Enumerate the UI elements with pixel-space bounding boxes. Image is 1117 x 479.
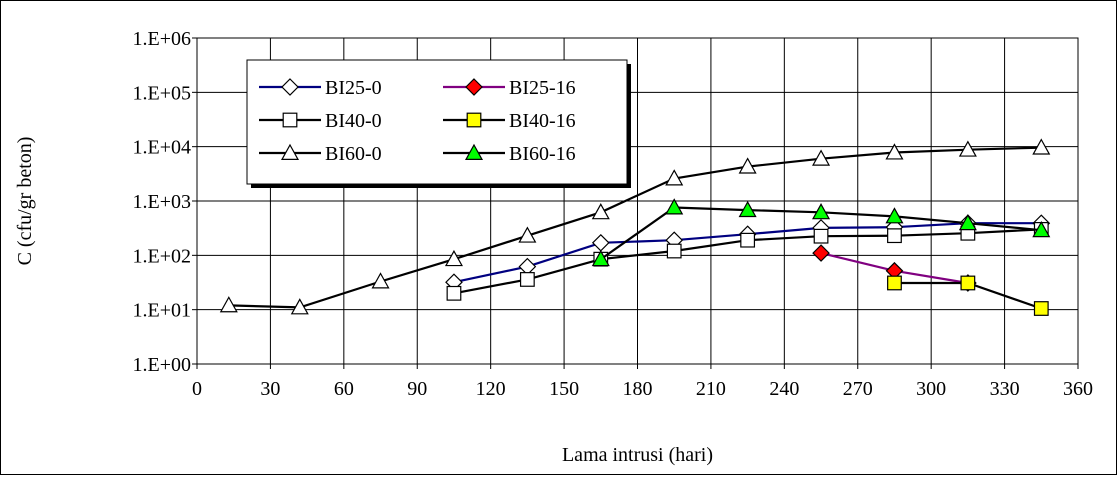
series-bi60-16 <box>591 198 1051 267</box>
legend-label: BI60-0 <box>325 143 382 165</box>
legend-marker <box>280 143 300 160</box>
x-tick-label: 150 <box>549 378 579 400</box>
legend-marker <box>466 112 482 128</box>
data-point <box>812 244 830 262</box>
x-tick-label: 210 <box>696 378 726 400</box>
legend-marker <box>465 78 483 96</box>
series-bi60-0 <box>219 138 1051 315</box>
legend-marker <box>282 112 298 128</box>
data-point <box>813 228 829 244</box>
data-point <box>958 140 977 157</box>
data-point <box>738 157 757 174</box>
x-tick-label: 0 <box>192 378 202 400</box>
y-tick-label: 1.E+05 <box>133 82 192 104</box>
legend-label: BI25-0 <box>325 77 382 99</box>
legend-label: BI25-16 <box>509 77 576 99</box>
x-tick-label: 180 <box>623 378 653 400</box>
x-tick-label: 30 <box>260 378 280 400</box>
data-point <box>885 207 904 224</box>
y-tick-label: 1.E+01 <box>133 300 192 322</box>
y-axis-ticks: 1.E+00 1.E+01 1.E+02 1.E+03 1.E+04 1.E+05 1.E+… <box>133 28 197 376</box>
y-tick-label: 1.E+02 <box>133 245 192 267</box>
data-point <box>812 149 831 166</box>
y-tick-label: 1.E+04 <box>133 137 192 159</box>
data-point <box>885 143 904 160</box>
x-tick-label: 60 <box>334 378 354 400</box>
data-point <box>887 228 902 244</box>
data-point <box>446 285 462 301</box>
x-tick-label: 360 <box>1063 378 1093 400</box>
data-point <box>591 203 610 220</box>
data-point <box>740 232 756 248</box>
x-tick-label: 270 <box>843 378 873 400</box>
data-point <box>591 249 610 267</box>
data-point <box>1032 138 1051 155</box>
x-tick-label: 240 <box>769 378 799 400</box>
data-point <box>591 233 610 252</box>
legend-item: BI25-16 <box>443 77 576 99</box>
data-point <box>665 169 684 186</box>
data-point <box>519 272 535 287</box>
data-point <box>444 249 463 267</box>
legend-marker <box>464 143 484 160</box>
series-line <box>228 146 1042 309</box>
y-tick-label: 1.E+03 <box>133 191 192 213</box>
x-tick-label: 300 <box>916 378 946 400</box>
series-bi40-0 <box>446 222 1049 301</box>
legend-item: BI60-16 <box>443 143 576 165</box>
data-point <box>371 272 390 289</box>
legend-label: BI40-16 <box>509 110 576 132</box>
data-point <box>666 243 682 259</box>
series <box>219 138 1051 316</box>
series-bi40-16 <box>887 275 1049 316</box>
legend-label: BI40-0 <box>325 110 382 132</box>
x-axis-ticks: 0 30 60 90 120 150 180 210 240 270 300 330 360 <box>192 364 1093 400</box>
legend-item: BI25-0 <box>259 77 382 99</box>
y-tick-label: 1.E+00 <box>133 354 192 376</box>
data-point <box>887 275 902 291</box>
data-point <box>958 213 977 231</box>
data-point <box>812 203 831 220</box>
legend-label: BI60-16 <box>509 143 576 165</box>
y-tick-label: 1.E+06 <box>133 28 192 50</box>
legend: BI25-0 BI40-0 BI60-0 BI25-16 BI40-16 BI60-16 <box>246 59 631 188</box>
legend-marker <box>281 78 299 96</box>
x-tick-label: 330 <box>990 378 1020 400</box>
x-tick-label: 90 <box>407 378 427 400</box>
x-axis-title: Lama intrusi (hari) <box>562 444 713 466</box>
series-bi25-0 <box>445 214 1051 292</box>
data-point <box>219 296 238 313</box>
data-point <box>1032 220 1051 238</box>
data-point <box>960 275 976 291</box>
data-point <box>518 226 537 243</box>
x-tick-label: 120 <box>476 378 506 400</box>
legend-item: BI60-0 <box>259 143 382 165</box>
data-point <box>738 200 757 218</box>
data-point <box>290 298 309 315</box>
data-point <box>665 198 684 215</box>
legend-item: BI40-0 <box>259 110 382 132</box>
y-axis-title: C (cfu/gr beton) <box>14 137 36 266</box>
data-point <box>1033 301 1049 316</box>
legend-item: BI40-16 <box>443 110 576 132</box>
